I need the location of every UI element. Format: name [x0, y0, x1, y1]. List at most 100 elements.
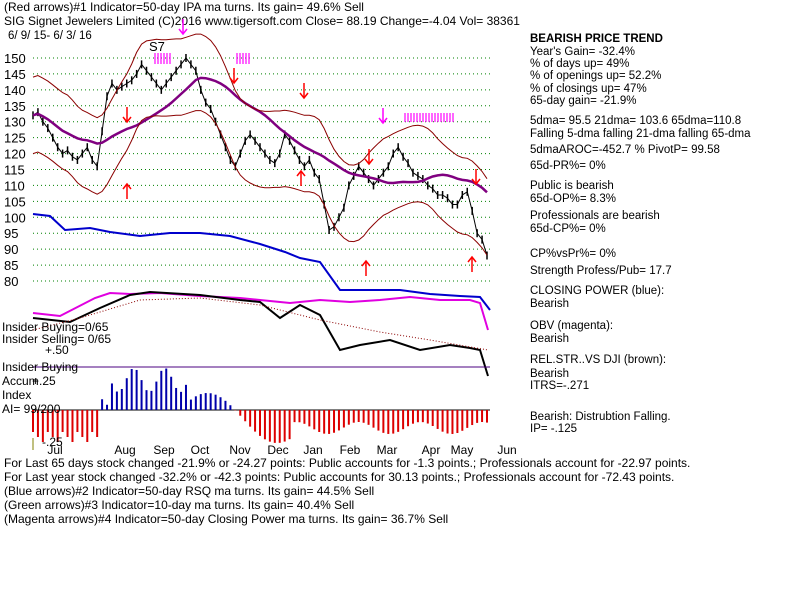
- accum-bar: [411, 410, 414, 424]
- x-tick-label: Mar: [377, 443, 398, 457]
- upper-band-line: [32, 33, 488, 179]
- accum-bar: [421, 410, 424, 423]
- accum-bar: [81, 410, 84, 437]
- right-panel-line: BEARISH PRICE TREND: [530, 33, 663, 45]
- accum-bar: [46, 410, 49, 432]
- y-tick-label: 80: [4, 274, 18, 289]
- right-panel-line: 5dmaAROC=-452.7 % PivotP= 99.58: [530, 144, 720, 156]
- accum-bar: [150, 390, 153, 410]
- y-tick-label: 135: [4, 99, 26, 114]
- accum-bar: [51, 410, 54, 437]
- y-tick-label: 105: [4, 194, 26, 209]
- right-panel-line: Bearish: Distrubtion Falling.: [530, 411, 671, 423]
- bottom-note-line: For Last 65 days stock changed -21.9% or…: [4, 456, 691, 470]
- insider-buying-label: Insider Buying=0/65: [2, 320, 109, 334]
- x-tick-label: Sep: [153, 443, 175, 457]
- plus-50-label: +.50: [45, 343, 69, 357]
- accum-bar: [372, 410, 375, 428]
- x-tick-label: Apr: [422, 443, 441, 457]
- x-tick-label: May: [451, 443, 474, 457]
- x-tick-label: Dec: [267, 443, 288, 457]
- accum-bar: [160, 370, 163, 410]
- accum-bar: [219, 397, 222, 410]
- y-tick-label: 95: [4, 226, 18, 241]
- right-panel-line: 65d-CP%= 0%: [530, 223, 606, 235]
- rel-str-line: [32, 290, 489, 377]
- accum-bar: [451, 410, 454, 434]
- accum-bar: [194, 396, 197, 410]
- insider-selling-label: Insider Selling= 0/65: [2, 332, 112, 346]
- accum-bar: [288, 410, 291, 440]
- accum-bar: [145, 390, 148, 410]
- accum-bar: [283, 410, 286, 442]
- accum-bar: [140, 380, 143, 410]
- accum-bar: [481, 410, 484, 423]
- price-line: [32, 57, 488, 256]
- accum-bar: [441, 410, 444, 432]
- accum-bar: [357, 410, 360, 423]
- accum-bar: [342, 410, 345, 428]
- accum-bar: [91, 410, 94, 432]
- accum-bar: [308, 410, 311, 427]
- x-tick-label: Feb: [340, 443, 361, 457]
- right-panel-line: % of closings up= 47%: [530, 83, 647, 95]
- accum-bar: [471, 410, 474, 426]
- accum-bar: [273, 410, 276, 443]
- red-down-arrow: [471, 178, 481, 186]
- accum-bar: [36, 410, 39, 437]
- accum-bar: [328, 410, 331, 434]
- x-tick-label: Jun: [497, 443, 516, 457]
- red-up-arrow: [122, 182, 132, 190]
- red-down-arrow: [299, 92, 309, 100]
- accum-bar: [189, 399, 192, 410]
- index-label: Index: [2, 388, 32, 402]
- closing-power-line: [32, 213, 491, 311]
- accum-bar: [96, 410, 99, 437]
- accum-bar: [175, 387, 178, 410]
- accum-bar: [387, 410, 390, 434]
- accum-bar: [436, 410, 439, 429]
- y-tick-label: 125: [4, 131, 26, 146]
- right-panel-line: CLOSING POWER (blue):: [530, 285, 665, 297]
- accum-bar: [56, 410, 59, 442]
- accum-bar: [431, 410, 434, 426]
- accum-bar: [303, 410, 306, 424]
- accum-bar: [115, 391, 118, 410]
- accum-bar: [313, 410, 316, 430]
- x-tick-label: Nov: [229, 443, 250, 457]
- right-panel-line: Bearish: [530, 298, 569, 310]
- accum-bar: [32, 410, 34, 432]
- right-panel-line: Year's Gain= -32.4%: [530, 46, 636, 58]
- accum-bar: [224, 400, 227, 410]
- accum-bar: [155, 381, 158, 410]
- accum-bar: [209, 393, 212, 410]
- ai-label: AI= 99/200: [2, 402, 61, 416]
- right-panel-line: 65d-PR%= 0%: [530, 160, 606, 172]
- y-tick-label: 100: [4, 210, 26, 225]
- accum-bar: [402, 410, 405, 430]
- accum-label: Accum: [2, 374, 39, 388]
- red-up-arrow: [361, 259, 371, 267]
- right-panel-line: ITRS=-.271: [530, 380, 590, 392]
- accum-bar: [239, 410, 242, 416]
- red-down-arrow: [229, 77, 239, 85]
- accum-bar: [101, 399, 104, 410]
- right-panel-line: Bearish: [530, 333, 569, 345]
- accum-bar: [71, 410, 74, 442]
- signal-label-s7: S7: [149, 39, 165, 54]
- right-panel-line: Falling 5-dma falling 21-dma falling 65-…: [530, 128, 751, 140]
- accum-bar: [204, 393, 207, 410]
- x-tick-label: Oct: [191, 443, 210, 457]
- accum-bar: [184, 384, 187, 410]
- x-tick-label: Aug: [114, 443, 135, 457]
- accum-bar: [323, 410, 326, 434]
- right-panel-line: % of openings up= 52.2%: [530, 70, 662, 82]
- right-panel-line: 5dma= 95.5 21dma= 103.6 65dma=110.8: [530, 115, 742, 127]
- plus-25-label: +.25: [32, 374, 56, 388]
- accum-bar: [382, 410, 385, 433]
- accum-bar: [229, 405, 232, 410]
- red-up-arrow: [467, 255, 477, 263]
- accum-bar: [76, 410, 79, 432]
- minus-25-label: -.25: [42, 435, 63, 449]
- ticker-header: SIG Signet Jewelers Limited (C)2016 www.…: [4, 14, 520, 28]
